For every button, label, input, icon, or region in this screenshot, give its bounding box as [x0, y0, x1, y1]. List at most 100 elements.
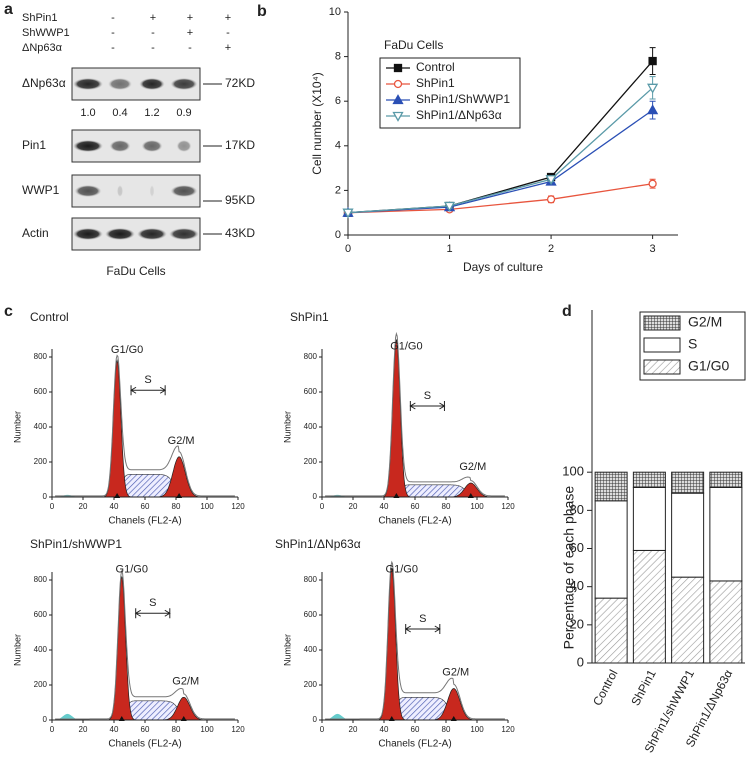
marker [443, 201, 456, 212]
blot-band [109, 140, 131, 152]
bar-segment [671, 471, 705, 494]
bar-segment [594, 471, 628, 502]
y-tick-label: 400 [34, 422, 48, 431]
bar-segment [632, 471, 666, 488]
g1-label: G1/G0 [116, 563, 148, 575]
blot-band [139, 78, 165, 90]
bar-segment [594, 597, 628, 664]
condition-sign: - [111, 42, 115, 54]
y-tick-label: 400 [34, 645, 48, 654]
marker [392, 111, 404, 122]
x-tick-label: 1 [446, 243, 452, 255]
y-tick-label: 800 [34, 352, 48, 361]
x-tick-label: 0 [320, 725, 325, 734]
y-tick-label: 400 [304, 422, 318, 431]
legend-label: ShPin1 [416, 76, 455, 90]
size-label: 95KD [225, 193, 255, 207]
fit-outline [55, 354, 235, 497]
x-tick-label: 120 [231, 725, 245, 734]
condition-sign: + [225, 12, 231, 24]
bar-segment [671, 576, 705, 664]
y-tick-label: 200 [34, 457, 48, 466]
condition-sign: - [151, 27, 155, 39]
g2-label: G2/M [459, 461, 486, 473]
y-tick-label: 8 [335, 51, 341, 63]
y-tick-label: 60 [570, 540, 584, 555]
marker [342, 208, 354, 219]
legend-swatch [643, 359, 681, 375]
x-tick-label: 60 [141, 725, 150, 734]
marker [648, 179, 657, 188]
x-tick-label: 0 [50, 725, 55, 734]
g1-peak [55, 576, 235, 721]
caption: FaDu Cells [106, 264, 165, 278]
fit-outline [55, 569, 235, 720]
bar-segment [632, 486, 666, 551]
x-axis-label: Chanels (FL2-A) [108, 739, 181, 750]
blot-label: Actin [22, 226, 49, 240]
condition-sign: + [225, 42, 231, 54]
x-tick-label: 60 [411, 725, 420, 734]
condition-sign: - [111, 27, 115, 39]
y-tick-label: 200 [304, 680, 318, 689]
s-arrow [134, 608, 171, 619]
marker [392, 94, 404, 105]
g1-label: G1/G0 [111, 344, 143, 356]
blot-band [141, 140, 163, 152]
g2-label: G2/M [172, 675, 199, 687]
panel-letter: a [4, 1, 13, 18]
y-tick-label: 2 [335, 184, 341, 196]
x-axis-label: Days of culture [463, 260, 543, 274]
y-tick-label: 20 [570, 616, 584, 631]
x-tick-label: 0 [50, 502, 55, 511]
y-tick-label: 10 [329, 6, 341, 18]
blot-label: WWP1 [22, 183, 60, 197]
y-tick-label: 0 [313, 492, 318, 501]
condition-sign: + [187, 12, 193, 24]
blot-band [149, 185, 155, 197]
x-axis-label: Chanels (FL2-A) [378, 739, 451, 750]
blot-band [73, 228, 103, 240]
condition-label: ShWWP1 [22, 27, 70, 39]
quantification: 1.0 [80, 107, 95, 119]
y-tick-label: 6 [335, 95, 341, 107]
histogram-title: ShPin1/shWWP1 [30, 537, 122, 551]
y-axis-label: Number [282, 634, 292, 666]
y-axis-label: Number [282, 411, 292, 443]
blot-band [74, 185, 102, 197]
panel-letter: d [562, 303, 572, 320]
y-tick-label: 0 [43, 492, 48, 501]
marker [545, 175, 557, 186]
x-tick-label: 20 [349, 725, 358, 734]
bar-segment [594, 500, 628, 599]
x-tick-label: 3 [650, 243, 656, 255]
x-tick-label: 80 [442, 725, 451, 734]
marker [647, 83, 659, 94]
series-line [347, 183, 653, 214]
legend-swatch [643, 315, 681, 331]
x-tick-label: 40 [110, 725, 119, 734]
y-tick-label: 0 [577, 654, 584, 669]
panel-letter: b [257, 3, 267, 20]
s-phase [55, 474, 235, 498]
x-axis-label: Chanels (FL2-A) [378, 516, 451, 527]
blot-band [170, 185, 198, 197]
g2-label: G2/M [168, 435, 195, 447]
y-tick-label: 0 [335, 229, 341, 241]
panel-letter: c [4, 303, 13, 320]
x-tick-label: 80 [172, 502, 181, 511]
blot-band [73, 140, 103, 152]
y-axis-label: Percentage of each phase [561, 486, 577, 650]
histogram-title: Control [30, 310, 69, 324]
x-axis-label: Chanels (FL2-A) [108, 516, 181, 527]
y-tick-label: 800 [34, 575, 48, 584]
y-tick-label: 0 [313, 715, 318, 724]
blot-band [73, 78, 103, 90]
s-arrow [130, 385, 167, 396]
s-arrow [409, 401, 446, 411]
x-tick-label: 100 [200, 725, 214, 734]
condition-sign: - [111, 12, 115, 24]
condition-sign: - [151, 42, 155, 54]
x-tick-label: 100 [470, 502, 484, 511]
